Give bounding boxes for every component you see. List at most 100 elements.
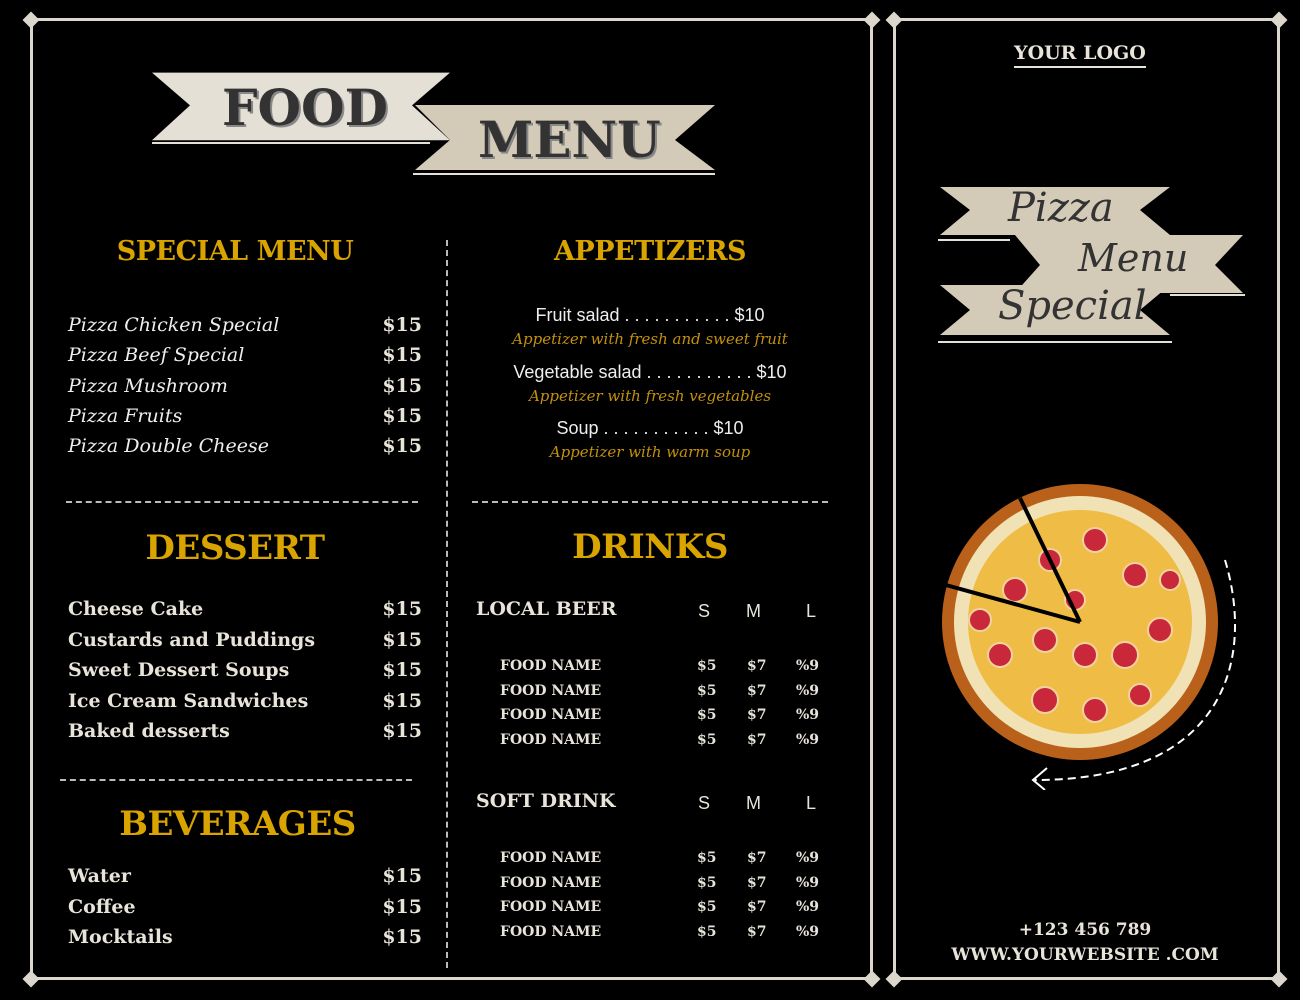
item-name: Cheese Cake	[68, 598, 204, 620]
price-s: $5	[697, 707, 717, 723]
banner-word-special: Special	[998, 283, 1147, 329]
size-label: L	[806, 601, 817, 621]
item-price: $15	[382, 314, 422, 336]
size-label: S	[698, 793, 711, 813]
title-banner	[152, 72, 715, 175]
item-name: Pizza Double Cheese	[68, 435, 269, 458]
website: WWW.YOURWEBSITE .COM	[951, 945, 1219, 965]
special-menu-item: Pizza Double Cheese $15	[68, 435, 422, 457]
price-l: %9	[796, 731, 820, 748]
special-menu-item: Pizza Fruits $15	[68, 405, 422, 427]
drink-group-heading: LOCAL BEER	[476, 598, 617, 620]
pizza-special-banner	[938, 187, 1245, 343]
left-panel-frame	[30, 18, 873, 980]
item-price: $15	[382, 344, 422, 367]
item-name: Water	[68, 865, 131, 887]
appetizer-description: Appetizer with fresh vegetables	[528, 386, 772, 405]
banner-word-menu: Menu	[1078, 236, 1189, 280]
item-price: $15	[382, 628, 422, 651]
item-name: Mocktails	[68, 926, 173, 948]
phone-number: +123 456 789	[1018, 920, 1152, 940]
drink-row: FOOD NAME $5 $7 %9	[500, 707, 830, 729]
item-price: $15	[382, 689, 422, 712]
item-name: Ice Cream Sandwiches	[68, 689, 309, 712]
item-name: Pizza Mushroom	[68, 374, 228, 397]
size-label: S	[698, 601, 711, 621]
beverage-item: Coffee $15	[68, 896, 422, 918]
price-s: $5	[697, 850, 717, 866]
appetizer-description: Appetizer with fresh and sweet fruit	[512, 330, 788, 348]
item-price: $15	[382, 374, 422, 397]
item-name: Coffee	[68, 895, 136, 918]
size-label: M	[746, 793, 761, 813]
item-price: $15	[382, 598, 422, 620]
column-divider	[446, 240, 448, 968]
dessert-item: Sweet Dessert Soups $15	[68, 659, 422, 681]
price-m: $7	[747, 874, 767, 891]
drink-name: FOOD NAME	[500, 874, 602, 891]
right-panel-frame	[893, 18, 1280, 980]
price-s: $5	[697, 682, 717, 699]
price-l: %9	[796, 682, 820, 699]
appetizer-item: Vegetable salad . . . . . . . . . . . $1…	[513, 361, 787, 382]
dessert-item: Custards and Puddings $15	[68, 629, 422, 651]
drink-row: FOOD NAME $5 $7 %9	[500, 875, 830, 897]
item-price: $15	[382, 895, 422, 918]
appetizers-heading: APPETIZERS	[553, 236, 747, 267]
drink-group-heading: SOFT DRINK	[476, 790, 616, 812]
price-m: $7	[747, 707, 767, 723]
drink-row: FOOD NAME $5 $7 %9	[500, 658, 830, 680]
price-s: $5	[697, 923, 717, 940]
beverage-item: Mocktails $15	[68, 926, 422, 948]
drink-row: FOOD NAME $5 $7 %9	[500, 732, 830, 754]
price-m: $7	[747, 923, 767, 940]
drink-name: FOOD NAME	[500, 923, 602, 940]
title-food: FOOD	[222, 78, 388, 137]
price-s: $5	[697, 658, 717, 674]
price-m: $7	[747, 731, 767, 748]
drink-name: FOOD NAME	[500, 899, 602, 915]
price-s: $5	[697, 899, 717, 915]
drink-name: FOOD NAME	[500, 707, 602, 723]
price-m: $7	[747, 850, 767, 866]
drink-name: FOOD NAME	[500, 731, 602, 748]
section-divider	[60, 779, 412, 781]
price-l: %9	[796, 658, 820, 674]
price-l: %9	[796, 850, 820, 866]
item-name: Pizza Beef Special	[68, 344, 245, 367]
special-menu-heading: SPECIAL MENU	[116, 236, 354, 267]
dessert-item: Cheese Cake $15	[68, 598, 422, 620]
item-price: $15	[382, 659, 422, 681]
price-s: $5	[697, 731, 717, 748]
dessert-item: Ice Cream Sandwiches $15	[68, 690, 422, 712]
beverages-heading: BEVERAGES	[119, 804, 356, 844]
pizza-illustration	[934, 484, 1236, 790]
price-m: $7	[747, 682, 767, 699]
size-label: L	[806, 793, 817, 813]
appetizer-item: Fruit salad . . . . . . . . . . . $10	[535, 305, 765, 325]
price-s: $5	[697, 874, 717, 891]
drink-row: FOOD NAME $5 $7 %9	[500, 683, 830, 705]
price-l: %9	[796, 707, 820, 723]
section-divider	[66, 501, 418, 503]
price-l: %9	[796, 874, 820, 891]
special-menu-item: Pizza Chicken Special $15	[68, 314, 422, 336]
item-name: Pizza Fruits	[68, 404, 183, 427]
item-price: $15	[382, 720, 422, 742]
item-name: Custards and Puddings	[68, 628, 316, 651]
price-m: $7	[747, 658, 767, 674]
special-menu-item: Pizza Mushroom $15	[68, 375, 422, 397]
item-price: $15	[382, 865, 422, 887]
item-name: Pizza Chicken Special	[68, 314, 280, 336]
item-name: Baked desserts	[68, 720, 230, 742]
appetizer-item: Soup . . . . . . . . . . . $10	[556, 418, 744, 438]
beverage-item: Water $15	[68, 865, 422, 887]
dessert-heading: DESSERT	[145, 528, 325, 568]
size-label: M	[746, 601, 761, 621]
item-price: $15	[382, 926, 422, 948]
drink-row: FOOD NAME $5 $7 %9	[500, 924, 830, 946]
drink-name: FOOD NAME	[500, 850, 602, 866]
drink-name: FOOD NAME	[500, 658, 602, 674]
item-name: Sweet Dessert Soups	[68, 659, 290, 681]
drink-row: FOOD NAME $5 $7 %9	[500, 899, 830, 921]
